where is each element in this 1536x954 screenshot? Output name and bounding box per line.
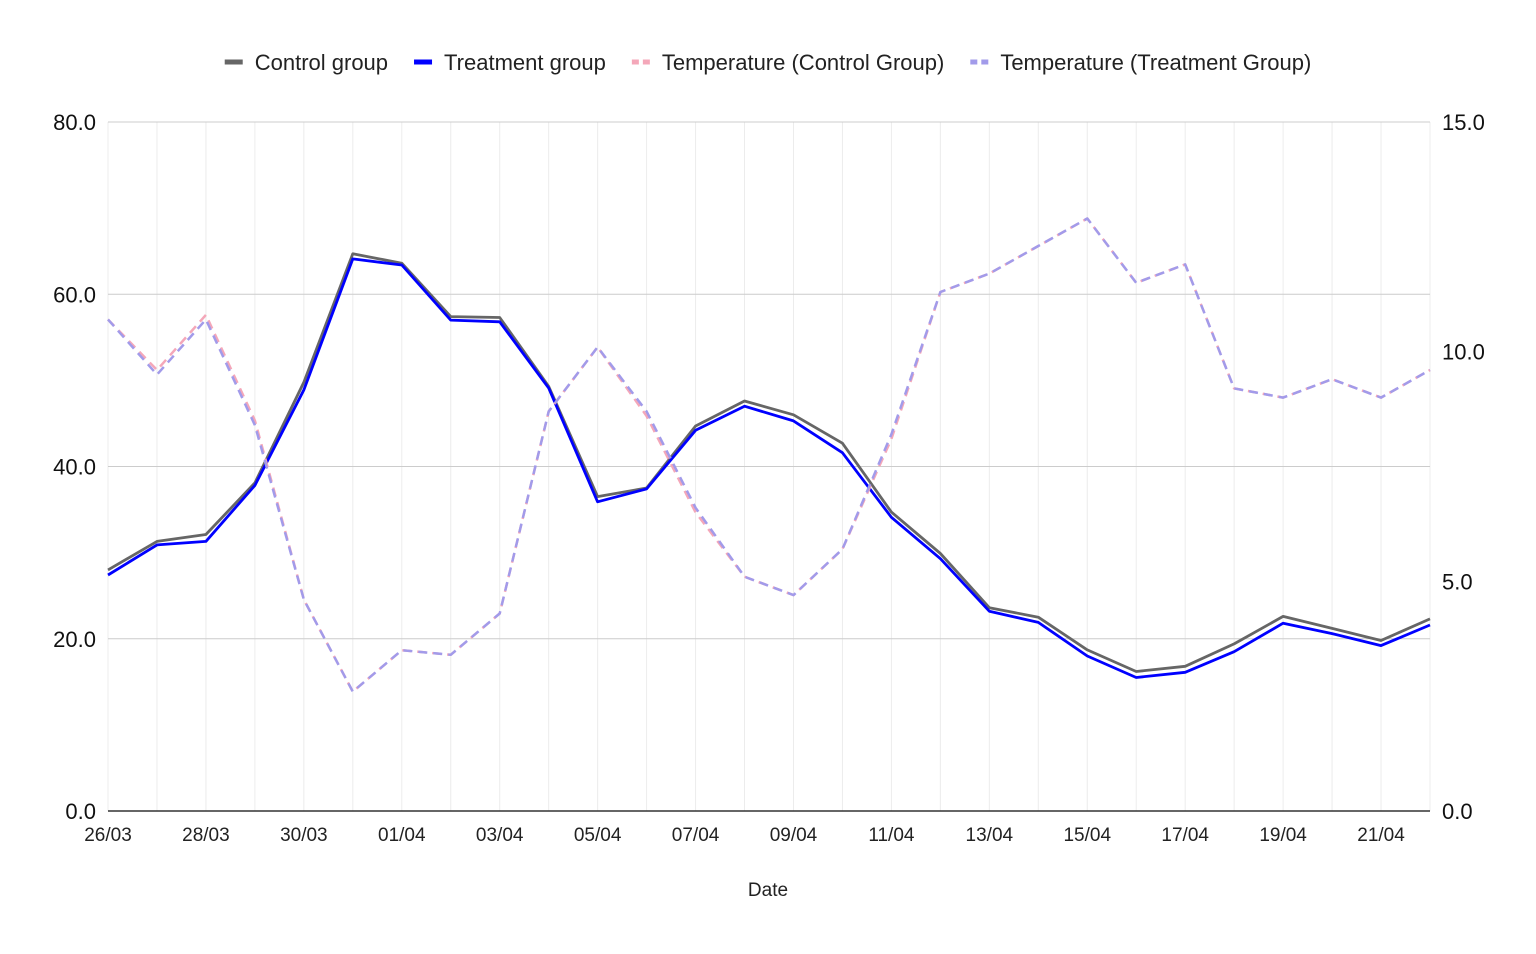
x-tick-label: 01/04: [378, 825, 426, 846]
x-tick-label: 21/04: [1357, 825, 1405, 846]
axes: 0.0 20.0 40.0 60.0 80.0 0.0 5.0 10.0 15.0 26/03 28…: [53, 110, 1485, 846]
series-line: [107, 252, 1431, 673]
x-tick-label: 30/03: [280, 825, 328, 846]
legend-label: Control group: [255, 50, 388, 75]
series-line: [107, 217, 1431, 693]
x-tick-label: 15/04: [1063, 825, 1111, 846]
y-right-tick-label: 15.0: [1442, 110, 1485, 135]
x-tick-label: 28/03: [182, 825, 230, 846]
legend-item: Temperature (Treatment Group): [970, 50, 1311, 75]
y-right-tick-label: 10.0: [1442, 340, 1485, 365]
x-tick-label: 26/03: [84, 825, 132, 846]
y-left-tick-label: 60.0: [53, 282, 96, 307]
legend-item: Temperature (Control Group): [631, 50, 944, 75]
y-right-tick-label: 0.0: [1442, 799, 1473, 824]
y-left-tick-label: 80.0: [53, 110, 96, 135]
series-line: [107, 217, 1431, 693]
legend-label: Treatment group: [444, 50, 606, 75]
legend-item: Treatment group: [414, 50, 606, 75]
y-left-tick-label: 0.0: [65, 799, 96, 824]
x-tick-label: 19/04: [1259, 825, 1307, 846]
x-tick-label: 11/04: [868, 825, 915, 846]
x-axis-title: Date: [748, 880, 788, 901]
grid: [107, 121, 1431, 811]
x-tick-label: 17/04: [1161, 825, 1209, 846]
legend-label: Temperature (Treatment Group): [1000, 50, 1311, 75]
x-tick-label: 09/04: [770, 825, 818, 846]
legend: Control group Treatment group Temperature …: [224, 50, 1311, 75]
x-tick-label: 13/04: [966, 825, 1014, 846]
legend-item: Control group: [224, 50, 388, 75]
y-left-tick-label: 20.0: [53, 627, 96, 652]
y-left-tick-label: 40.0: [53, 455, 96, 480]
x-tick-label: 03/04: [476, 825, 524, 846]
legend-label: Temperature (Control Group): [662, 50, 944, 75]
y-right-tick-label: 5.0: [1442, 569, 1473, 594]
series-lines: [107, 217, 1431, 693]
x-tick-label: 07/04: [672, 825, 720, 846]
x-tick-label: 05/04: [574, 825, 622, 846]
series-line: [107, 257, 1431, 679]
